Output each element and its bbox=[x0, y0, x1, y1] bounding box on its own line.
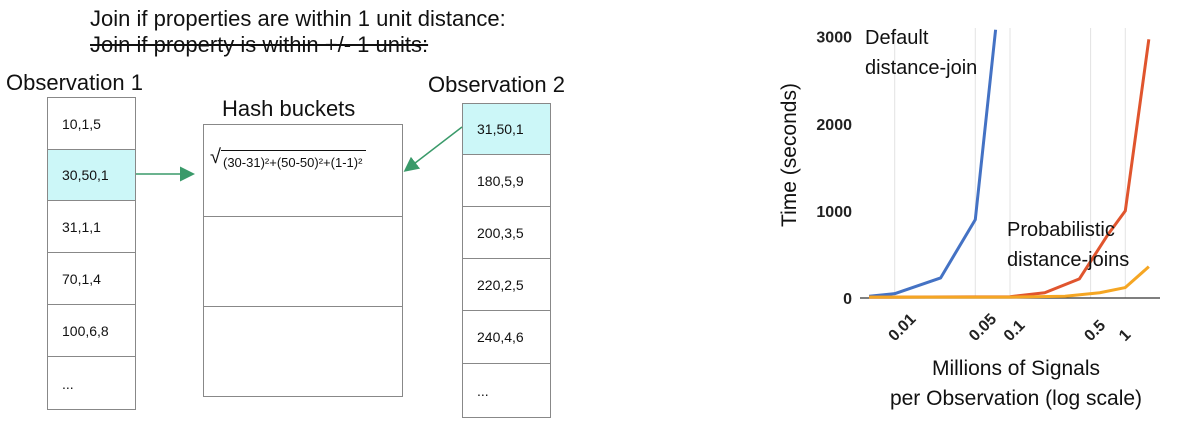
join-rule-text: Join if properties are within 1 unit dis… bbox=[90, 6, 506, 31]
y-tick-label: 1000 bbox=[816, 204, 852, 221]
distance-formula-text: (30-31)²+(50-50)²+(1-1)² bbox=[220, 150, 367, 170]
observation-1-row: 70,1,4 bbox=[48, 253, 135, 305]
observation-1-row: 31,1,1 bbox=[48, 201, 135, 253]
x-tick-label: 1 bbox=[1116, 326, 1134, 344]
chart-annotation: Probabilistic bbox=[1007, 219, 1115, 241]
observation-1-row: 30,50,1 bbox=[48, 150, 135, 201]
observation-2-row: 200,3,5 bbox=[463, 207, 550, 259]
join-rule-struck-text: Join if property is within +/- 1 units: bbox=[90, 32, 429, 57]
distance-formula: √ (30-31)²+(50-50)²+(1-1)² bbox=[210, 147, 367, 170]
observation-1-table: 10,1,5 30,50,1 31,1,1 70,1,4 100,6,8... bbox=[47, 97, 136, 410]
series-line-2 bbox=[869, 265, 1150, 299]
chart-annotation: Default bbox=[865, 27, 929, 49]
x-axis-label: per Observation (log scale) bbox=[890, 387, 1142, 410]
y-tick-label: 0 bbox=[843, 291, 852, 308]
hash-bucket: √ (30-31)²+(50-50)²+(1-1)² bbox=[204, 125, 402, 217]
observation-2-table: 31,50,1 180,5,9 200,3,5 220,2,5 240,4,6... bbox=[462, 103, 551, 418]
observation-1-row: 100,6,8 bbox=[48, 305, 135, 357]
y-tick-label: 3000 bbox=[816, 30, 852, 47]
hash-bucket bbox=[204, 217, 402, 307]
runtime-chart: 0 1000 2000 3000 0.01 0.05 0.1 0.5 1 Time (second… bbox=[778, 27, 1160, 410]
observation-2-row: 180,5,9 bbox=[463, 155, 550, 207]
x-tick-label: 0.05 bbox=[966, 311, 1000, 345]
y-tick-label: 2000 bbox=[816, 117, 852, 134]
y-axis-label: Time (seconds) bbox=[778, 83, 801, 227]
observation-2-row: 240,4,6 bbox=[463, 311, 550, 364]
series-line-0 bbox=[868, 29, 998, 298]
hash-buckets-label: Hash buckets bbox=[222, 96, 356, 121]
observation-2-label: Observation 2 bbox=[428, 72, 565, 97]
hash-buckets-table: √ (30-31)²+(50-50)²+(1-1)² bbox=[203, 124, 403, 397]
chart-annotation: distance-joins bbox=[1007, 249, 1129, 271]
x-tick-label: 0.5 bbox=[1081, 317, 1109, 345]
observation-1-row: 10,1,5 bbox=[48, 98, 135, 150]
observation-2-row: 220,2,5 bbox=[463, 259, 550, 311]
square-root-symbol: √ bbox=[210, 146, 221, 168]
observation-2-row: 31,50,1 bbox=[463, 104, 550, 155]
x-axis-label: Millions of Signals bbox=[932, 357, 1100, 380]
arrows-layer bbox=[136, 126, 463, 182]
observation-1-row: ... bbox=[62, 375, 74, 392]
observation-1-label: Observation 1 bbox=[6, 70, 143, 95]
arrow-obs2-to-bucket bbox=[403, 126, 463, 172]
x-tick-label: 0.1 bbox=[1001, 317, 1029, 345]
chart-annotation: distance-join bbox=[865, 57, 977, 79]
x-tick-label: 0.01 bbox=[886, 311, 920, 345]
observation-2-row: ... bbox=[477, 382, 489, 399]
